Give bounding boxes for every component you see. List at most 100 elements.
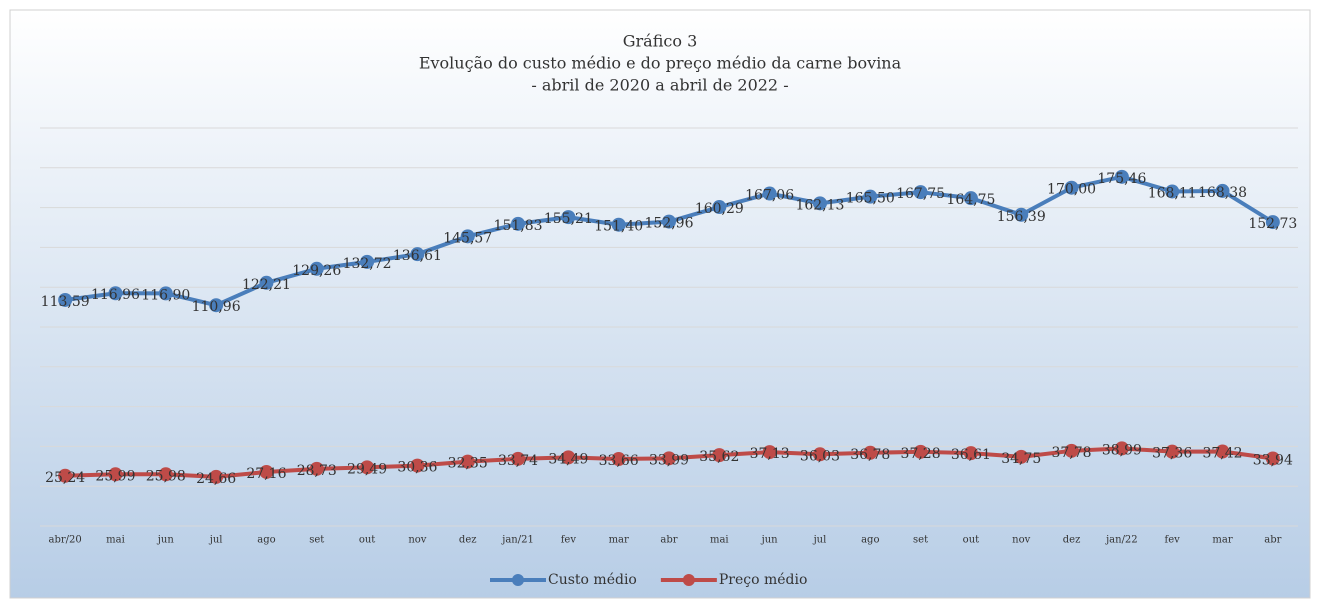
data-point (309, 461, 324, 476)
x-tick-label: dez (1063, 535, 1081, 546)
data-point (712, 448, 727, 463)
data-label: 36,78 (850, 447, 890, 463)
data-point (1165, 184, 1180, 199)
data-point (360, 460, 375, 475)
x-tick-label: out (963, 535, 979, 546)
data-point (1114, 169, 1129, 184)
legend-label: Preço médio (719, 572, 808, 588)
x-tick-label: jul (209, 535, 223, 546)
data-point (360, 254, 375, 269)
legend-marker (512, 574, 524, 586)
x-tick-label: jun (761, 535, 779, 546)
data-label: 37,42 (1202, 446, 1242, 462)
data-label: 145,57 (443, 230, 492, 246)
data-point (460, 454, 475, 469)
data-label: 30,36 (397, 460, 437, 476)
data-label: 122,21 (242, 277, 291, 293)
x-tick-label: jan/22 (1105, 535, 1138, 546)
data-label: 33,99 (649, 452, 689, 468)
data-label: 25,99 (95, 468, 135, 484)
data-point (863, 445, 878, 460)
data-point (158, 286, 173, 301)
data-point (511, 216, 526, 231)
x-tick-label: jun (157, 535, 175, 546)
data-label: 33,74 (498, 453, 538, 469)
data-point (209, 298, 224, 313)
x-tick-label: nov (1012, 535, 1030, 546)
data-point (58, 468, 73, 483)
data-label: 36,03 (800, 448, 840, 464)
chart-subtitle: Evolução do custo médio e do preço médio… (419, 54, 902, 73)
data-point (511, 451, 526, 466)
x-tick-label: set (913, 535, 928, 546)
x-tick-label: out (359, 535, 375, 546)
data-point (662, 214, 676, 229)
data-label: 129,26 (292, 263, 341, 279)
data-label: 29,49 (347, 461, 387, 477)
data-label: 33,66 (599, 453, 639, 469)
data-point (611, 217, 626, 232)
data-point (611, 452, 626, 467)
x-tick-label: dez (459, 535, 477, 546)
data-label: 37,13 (750, 446, 790, 462)
data-point (561, 210, 576, 225)
data-point (309, 261, 324, 276)
data-label: 37,36 (1152, 446, 1192, 462)
data-label: 25,98 (146, 468, 186, 484)
data-point (1064, 443, 1079, 458)
data-label: 35,62 (699, 449, 739, 465)
data-label: 37,78 (1052, 445, 1092, 461)
data-label: 34,75 (1001, 451, 1041, 467)
data-label: 36,61 (951, 447, 991, 463)
x-tick-label: ago (861, 535, 879, 546)
data-label: 164,75 (946, 192, 995, 208)
data-label: 152,96 (645, 216, 694, 232)
data-point (812, 196, 827, 211)
data-point (1265, 451, 1280, 466)
data-label: 156,39 (997, 209, 1046, 225)
data-label: 32,35 (448, 456, 488, 472)
x-tick-label: jan/21 (501, 535, 534, 546)
data-label: 170,00 (1047, 182, 1096, 198)
data-point (158, 467, 173, 482)
data-point (712, 200, 727, 215)
data-point (259, 464, 274, 479)
data-label: 151,83 (494, 218, 543, 234)
data-point (410, 247, 425, 262)
x-tick-label: mai (106, 535, 125, 546)
data-label: 24,66 (196, 471, 236, 487)
x-tick-label: mar (1212, 535, 1232, 546)
data-point (460, 229, 475, 244)
x-tick-label: fev (561, 535, 577, 546)
x-tick-label: ago (257, 535, 275, 546)
x-tick-label: fev (1165, 535, 1181, 546)
data-label: 25,24 (45, 470, 85, 486)
x-tick-label: abr (660, 535, 677, 546)
data-label: 152,73 (1248, 216, 1297, 232)
data-point (58, 292, 73, 307)
legend-marker (682, 574, 695, 586)
data-label: 116,96 (91, 287, 140, 303)
data-point (1215, 183, 1230, 198)
data-label: 116,90 (141, 287, 190, 303)
chart-subtitle: - abril de 2020 a abril de 2022 - (531, 76, 788, 95)
data-label: 113,59 (41, 294, 90, 310)
data-point (963, 191, 978, 206)
data-point (863, 189, 878, 204)
chart-background (9, 9, 1311, 599)
data-point (108, 286, 123, 301)
data-point (1114, 441, 1129, 456)
data-label: 167,75 (896, 186, 945, 202)
data-point (913, 444, 928, 459)
data-point (812, 447, 827, 462)
data-point (1165, 444, 1180, 459)
data-label: 110,96 (192, 299, 241, 315)
data-label: 160,29 (695, 201, 744, 217)
data-point (259, 275, 274, 290)
data-label: 37,28 (901, 446, 941, 462)
x-tick-label: nov (408, 535, 426, 546)
x-tick-label: mar (609, 535, 629, 546)
data-point (1215, 444, 1230, 459)
data-label: 168,11 (1148, 185, 1197, 201)
